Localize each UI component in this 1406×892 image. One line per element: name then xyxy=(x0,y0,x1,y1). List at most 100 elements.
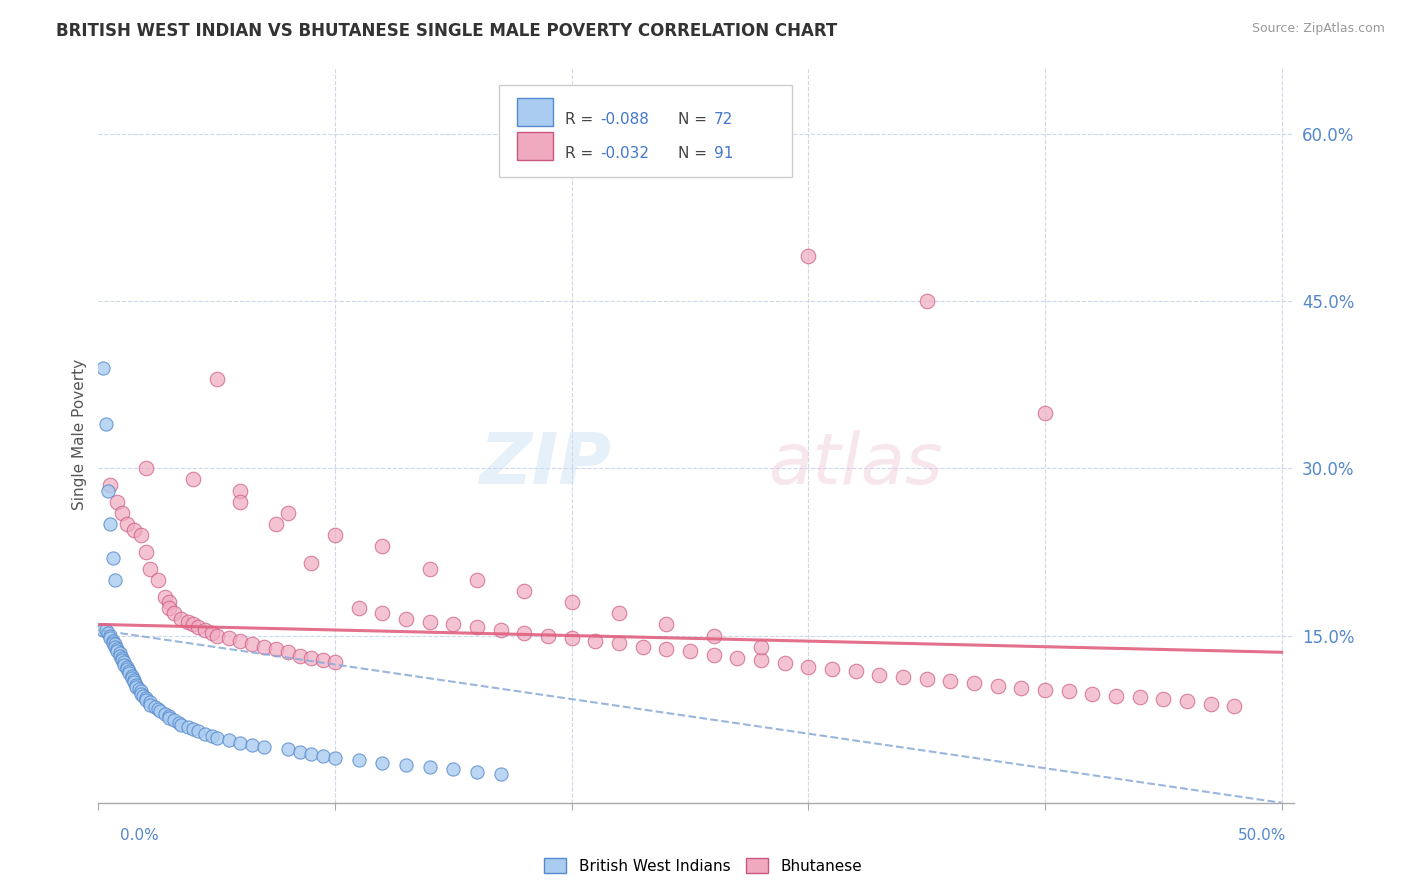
Point xyxy=(194,726,217,740)
Point xyxy=(1010,681,1032,695)
Point xyxy=(218,631,240,645)
Point xyxy=(177,615,200,630)
Point xyxy=(1152,692,1174,706)
Point xyxy=(419,760,441,774)
Point xyxy=(122,673,145,687)
Point xyxy=(101,550,124,565)
Point xyxy=(299,651,322,665)
Point xyxy=(146,573,169,587)
Point xyxy=(121,669,143,683)
Point xyxy=(797,249,820,264)
Point xyxy=(489,623,512,637)
Point xyxy=(299,556,322,570)
Point xyxy=(915,293,938,308)
Point xyxy=(915,672,938,686)
Point xyxy=(129,684,152,698)
Point xyxy=(149,705,172,719)
Point xyxy=(129,528,152,542)
FancyBboxPatch shape xyxy=(499,86,792,178)
Point xyxy=(157,711,180,725)
Point xyxy=(797,660,820,674)
Point xyxy=(465,619,488,633)
Point xyxy=(868,667,890,681)
Point xyxy=(277,742,299,756)
Point xyxy=(277,645,299,659)
Point xyxy=(194,623,217,637)
Point xyxy=(229,494,252,508)
Point xyxy=(229,735,252,749)
Point xyxy=(187,724,209,739)
Point xyxy=(312,653,335,667)
Point xyxy=(583,634,606,648)
Point xyxy=(703,648,725,662)
Text: 72: 72 xyxy=(714,112,733,128)
Text: BRITISH WEST INDIAN VS BHUTANESE SINGLE MALE POVERTY CORRELATION CHART: BRITISH WEST INDIAN VS BHUTANESE SINGLE … xyxy=(56,22,838,40)
Point xyxy=(98,516,121,531)
Point xyxy=(111,506,134,520)
Point xyxy=(104,573,127,587)
Y-axis label: Single Male Poverty: Single Male Poverty xyxy=(72,359,87,510)
Point xyxy=(1033,405,1056,419)
Point xyxy=(1129,690,1152,704)
Point xyxy=(240,738,263,752)
Point xyxy=(891,670,914,684)
Point xyxy=(205,372,228,386)
Point xyxy=(135,693,157,707)
Point xyxy=(371,756,394,770)
Point xyxy=(115,662,138,676)
Point xyxy=(561,631,583,645)
Point xyxy=(323,528,346,542)
Point xyxy=(205,628,228,642)
Point xyxy=(201,729,224,743)
Point xyxy=(181,617,204,632)
Point xyxy=(288,648,311,663)
Point xyxy=(1175,694,1198,708)
Point xyxy=(108,648,131,663)
Point xyxy=(513,583,536,598)
Point xyxy=(114,655,136,669)
Point xyxy=(139,562,162,576)
Point xyxy=(395,758,418,772)
Point xyxy=(187,619,209,633)
Text: N =: N = xyxy=(678,112,711,128)
Point xyxy=(181,473,204,487)
Point xyxy=(277,506,299,520)
Point xyxy=(170,717,193,731)
Point xyxy=(157,595,180,609)
Point xyxy=(1105,689,1128,703)
Point xyxy=(118,666,141,681)
Point xyxy=(489,767,512,781)
Point xyxy=(122,675,145,690)
Point xyxy=(1057,684,1080,698)
Point xyxy=(97,483,120,498)
Point xyxy=(749,640,772,654)
Point xyxy=(157,600,180,615)
Point xyxy=(703,628,725,642)
Point xyxy=(201,626,224,640)
Point xyxy=(98,478,121,492)
Bar xyxy=(517,98,553,126)
Point xyxy=(101,634,124,648)
Point xyxy=(963,676,986,690)
Point xyxy=(264,516,287,531)
Point xyxy=(419,615,441,630)
Point xyxy=(607,607,630,621)
Point xyxy=(132,689,155,703)
Point xyxy=(115,516,138,531)
Bar xyxy=(517,132,553,161)
Point xyxy=(561,595,583,609)
Point xyxy=(167,715,190,730)
Legend: British West Indians, Bhutanese: British West Indians, Bhutanese xyxy=(537,852,869,880)
Point xyxy=(153,590,176,604)
Text: 91: 91 xyxy=(714,145,734,161)
Point xyxy=(128,681,150,696)
Point xyxy=(253,640,276,654)
Text: R =: R = xyxy=(565,112,598,128)
Point xyxy=(655,642,678,657)
Point xyxy=(177,720,200,734)
Point xyxy=(181,723,204,737)
Point xyxy=(288,744,311,758)
Point xyxy=(105,494,128,508)
Text: Source: ZipAtlas.com: Source: ZipAtlas.com xyxy=(1251,22,1385,36)
Point xyxy=(121,671,143,685)
